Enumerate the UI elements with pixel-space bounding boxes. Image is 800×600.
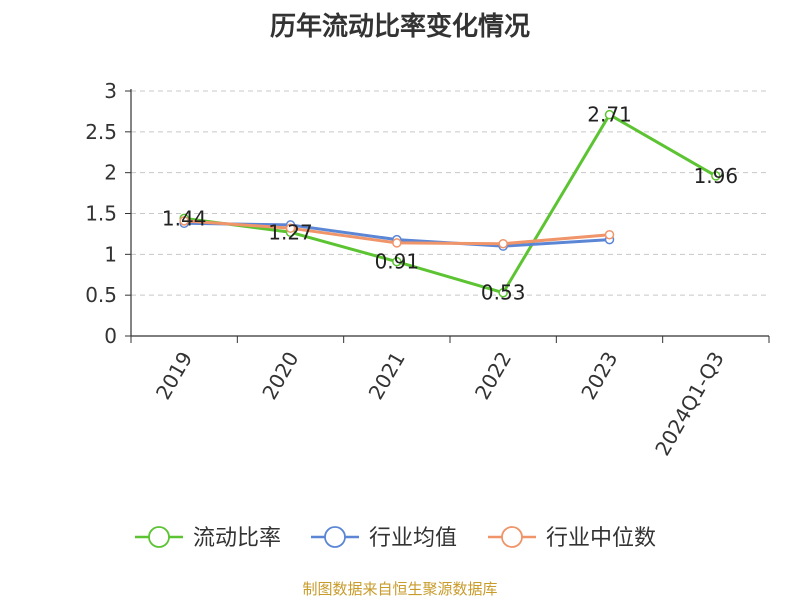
legend[interactable]: 流动比率 行业均值 行业中位数: [135, 526, 656, 551]
y-tick-label-1: 0.5: [85, 283, 117, 307]
data-label-3: 0.53: [481, 281, 526, 305]
x-tick-label-4: 2023: [576, 348, 622, 404]
x-tick-label-2: 2021: [364, 348, 410, 404]
y-tick-label-5: 2.5: [85, 120, 117, 144]
series-0-point-4[interactable]: [604, 109, 615, 120]
grid-lines: [131, 90, 769, 296]
series-lines: [179, 109, 721, 298]
legend-marker-2: [501, 526, 523, 548]
x-tick-label-3: 2022: [470, 347, 516, 403]
y-tick-label-6: 3: [104, 79, 117, 103]
series-2-point-1[interactable]: [285, 223, 296, 233]
data-label-2: 0.91: [375, 250, 420, 274]
data-label-4: 2.71: [587, 103, 632, 127]
legend-item-0[interactable]: 流动比率: [135, 526, 281, 551]
x-tick-label-0: 2019: [151, 348, 197, 404]
series-2-point-2[interactable]: [392, 238, 402, 248]
data-label-5: 1.96: [694, 164, 739, 188]
series-0-point-5[interactable]: [711, 171, 721, 181]
data-label-0: 1.44: [162, 206, 207, 230]
chart-title: 历年流动比率变化情况: [269, 12, 530, 42]
y-tick-label-4: 2: [104, 161, 117, 185]
x-tick-label-1: 2020: [257, 348, 303, 404]
data-label-1: 1.27: [268, 220, 313, 244]
data-labels: 1.44 1.27 0.91 0.53 2.71 1.96: [162, 103, 738, 305]
legend-label-0: 流动比率: [193, 526, 281, 551]
series-0-point-2[interactable]: [392, 256, 402, 267]
legend-label-2: 行业中位数: [546, 526, 656, 551]
y-tick-label-0: 0: [104, 324, 117, 348]
x-tick-label-5: 2024Q1-Q3: [650, 348, 729, 460]
y-tick-label-2: 1: [104, 242, 117, 266]
legend-item-1[interactable]: 行业均值: [311, 526, 457, 551]
legend-marker-1: [324, 526, 346, 548]
series-2-point-0[interactable]: [179, 216, 189, 226]
legend-item-2[interactable]: 行业中位数: [488, 526, 656, 551]
legend-label-1: 行业均值: [369, 526, 457, 551]
series-2-point-3[interactable]: [498, 238, 508, 249]
legend-marker-0: [148, 526, 170, 548]
series-0-point-3[interactable]: [498, 287, 508, 298]
y-tick-label-3: 1.5: [85, 202, 117, 226]
series-2-point-4[interactable]: [604, 229, 615, 240]
series-line-0: [183, 113, 717, 295]
source-note: 制图数据来自恒生聚源数据库: [302, 580, 498, 598]
